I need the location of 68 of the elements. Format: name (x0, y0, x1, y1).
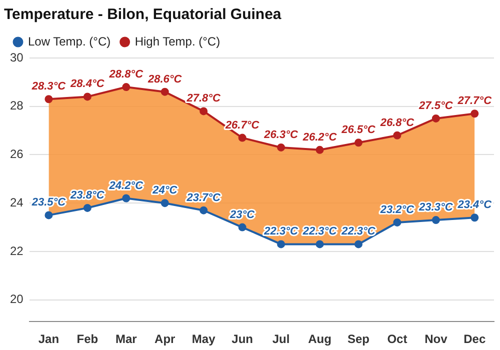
y-tick-label: 22 (10, 244, 24, 258)
y-tick-label: 20 (10, 292, 24, 306)
data-label: 24.2°C (108, 180, 144, 192)
data-label: 26.3°C (263, 129, 299, 142)
x-tick-label: Jul (272, 332, 290, 346)
point (238, 223, 246, 232)
point (44, 95, 53, 104)
x-tick-label: Oct (387, 332, 408, 346)
point (160, 88, 169, 96)
data-label: 23.2°C (379, 204, 416, 216)
point (432, 216, 440, 224)
data-label: 26.7°C (224, 119, 260, 132)
chart-title: Temperature - Bilon, Equatorial Guinea (4, 6, 282, 24)
data-label: 28.4°C (70, 78, 106, 90)
point (44, 211, 53, 220)
point (122, 194, 130, 202)
data-label: 23°C (229, 208, 256, 221)
point (277, 143, 286, 152)
data-label: 23.7°C (186, 192, 222, 204)
point (354, 138, 362, 147)
data-label: 22.3°C (340, 226, 376, 238)
legend-label: High Temp. (°C) (134, 34, 220, 48)
data-label: 23.5°C (30, 196, 67, 209)
point (160, 199, 169, 208)
x-tick-label: Aug (308, 332, 332, 346)
data-label: 24°C (152, 184, 178, 197)
data-label: 28.3°C (30, 80, 67, 93)
data-label: 26.2°C (302, 131, 338, 144)
data-label: 23.3°C (418, 202, 454, 214)
y-tick-label: 28 (10, 98, 24, 113)
legend-label: Low Temp. (°C) (28, 34, 111, 48)
point (83, 92, 92, 101)
point (470, 110, 479, 118)
data-label: 27.7°C (456, 95, 493, 108)
data-label: 28.6°C (146, 73, 183, 86)
point (200, 107, 208, 116)
point (122, 83, 130, 92)
x-tick-label: Sep (347, 332, 370, 346)
x-tick-label: Feb (76, 332, 98, 346)
point (238, 134, 246, 142)
x-tick-label: May (192, 332, 216, 346)
point (316, 240, 324, 248)
point (354, 240, 362, 248)
x-tick-label: Apr (154, 332, 176, 346)
x-tick-label: Jan (38, 332, 60, 346)
data-label: 27.8°C (186, 92, 222, 105)
data-label: 26.5°C (340, 124, 376, 136)
point (316, 146, 324, 154)
point (432, 114, 440, 122)
point (83, 204, 92, 212)
x-tick-label: Mar (115, 332, 138, 346)
data-label: 27.5°C (418, 100, 454, 112)
x-tick-label: Nov (424, 332, 448, 346)
point (470, 214, 479, 222)
data-label: 23.8°C (70, 189, 106, 202)
y-tick-label: 26 (10, 147, 24, 162)
data-label: 26.8°C (379, 116, 416, 129)
x-tick-label: Jun (232, 332, 253, 346)
y-tick-label: 30 (10, 50, 24, 64)
point (200, 206, 208, 214)
data-label: 22.3°C (302, 226, 338, 238)
x-tick-label: Dec (464, 332, 486, 346)
point (393, 218, 402, 226)
data-label: 22.3°C (263, 226, 299, 238)
y-tick-label: 24 (10, 195, 24, 210)
point (277, 240, 286, 248)
data-label: 28.8°C (108, 68, 144, 81)
point (393, 131, 402, 140)
